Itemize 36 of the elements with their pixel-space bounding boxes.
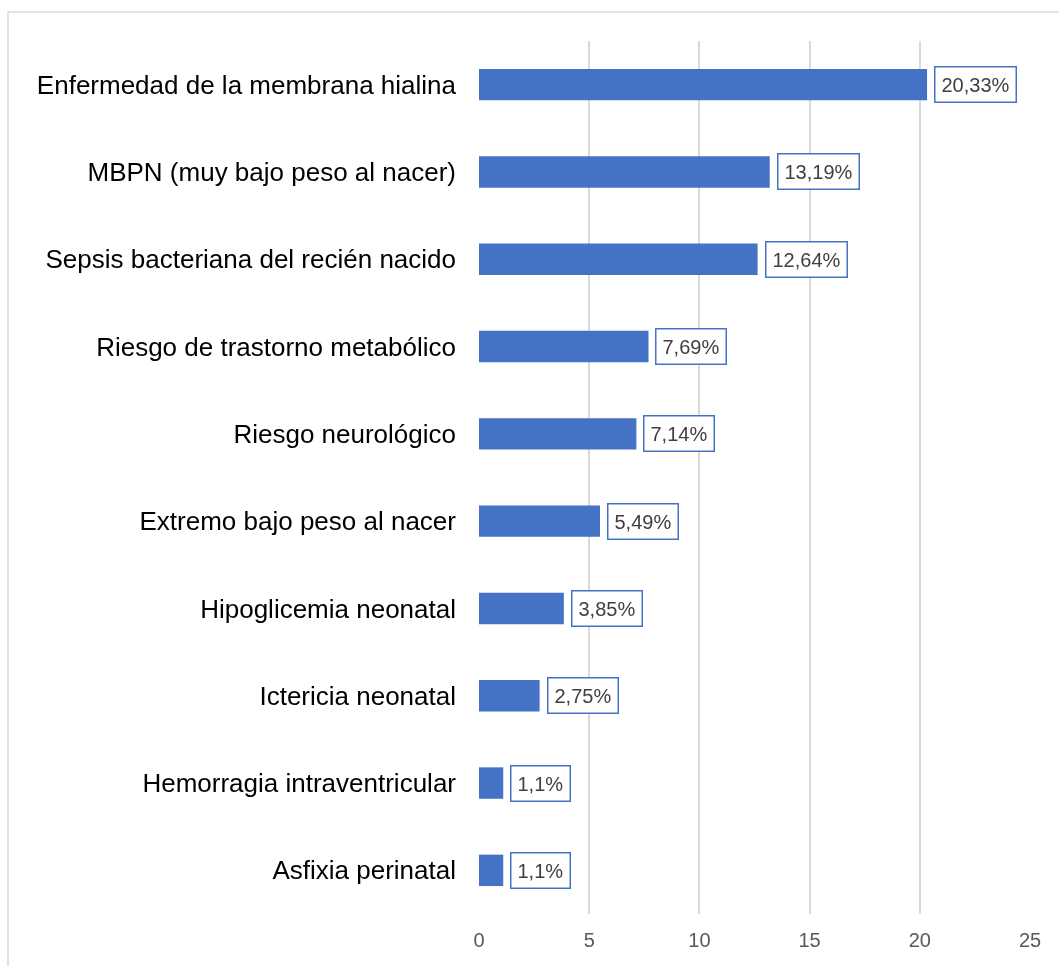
data-label: 1,1% [517,772,564,795]
bar [479,592,564,625]
x-tick-label: 25 [1018,929,1042,951]
data-label: 12,64% [772,248,841,271]
y-tick-label: Hemorragia intraventricular [142,768,457,799]
y-tick-label: Extremo bajo peso al nacer [139,506,457,537]
bar [479,68,928,101]
x-tick-label: 0 [473,929,485,951]
data-label: 7,14% [650,422,708,445]
data-label: 2,75% [554,684,612,707]
bar [479,243,758,275]
y-tick-label: Riesgo de trastorno metabólico [96,331,456,362]
y-tick-label: Sepsis bacteriana del recién nacido [45,244,456,275]
bar [479,854,504,887]
x-tick-label: 10 [688,929,711,951]
y-tick-label: MBPN (muy bajo peso al nacer) [87,157,456,188]
bar [479,418,637,450]
y-tick-label: Hipoglicemia neonatal [200,593,456,624]
data-label: 20,33% [941,73,1010,96]
bar [479,680,540,712]
x-tick-label: 5 [583,929,595,951]
y-tick-label: Asfixia perinatal [272,855,456,886]
x-tick-label: 15 [798,929,821,951]
y-tick-label: Riesgo neurológico [233,418,456,449]
data-label: 1,1% [517,859,564,882]
x-tick-label: 20 [908,929,931,951]
bar [479,505,600,537]
data-label: 7,69% [662,335,720,358]
data-label: 5,49% [614,510,672,533]
y-tick-label: Enfermedad de la membrana hialina [36,69,457,100]
y-tick-label: Ictericia neonatal [259,680,456,711]
bar [479,330,649,363]
bar [479,767,504,799]
data-label: 3,85% [578,597,636,620]
bar [479,156,770,188]
data-label: 13,19% [784,160,853,183]
